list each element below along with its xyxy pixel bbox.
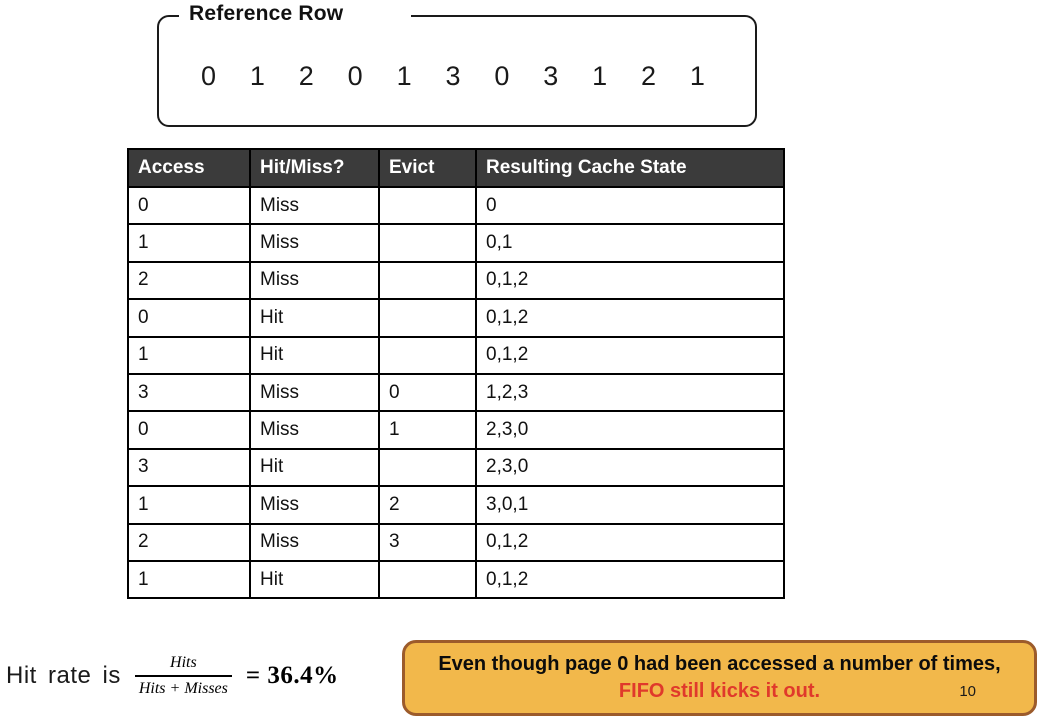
reference-row-title: Reference Row bbox=[179, 2, 412, 26]
table-cell: Miss bbox=[249, 260, 380, 301]
hit-rate-fraction: Hits Hits + Misses bbox=[134, 654, 232, 698]
table-cell: 1 bbox=[127, 559, 251, 600]
table-row: 1 Hit 0,1,2 bbox=[127, 335, 785, 375]
table-cell: 2 bbox=[127, 522, 251, 562]
table-cell: 0 bbox=[127, 410, 251, 450]
table-cell: 2 bbox=[378, 485, 477, 525]
callout-text-black: Even though page 0 had been accessed a n… bbox=[438, 653, 1001, 675]
table-cell: Miss bbox=[249, 185, 380, 226]
reference-value: 3 bbox=[445, 61, 461, 91]
table-row: 2 Miss 0,1,2 bbox=[127, 260, 785, 301]
table-cell bbox=[378, 447, 477, 488]
table-cell: 0,1,2 bbox=[475, 522, 785, 562]
hit-rate-statement: Hit rate is Hits Hits + Misses = 36.4% bbox=[6, 636, 339, 716]
table-cell bbox=[378, 298, 477, 338]
table-cell: Miss bbox=[249, 223, 380, 263]
fraction-bar bbox=[134, 675, 232, 677]
table-cell: Miss bbox=[249, 485, 380, 525]
table-cell: 2,3,0 bbox=[475, 410, 785, 450]
fraction-denominator: Hits + Misses bbox=[138, 680, 228, 697]
table-cell bbox=[378, 335, 477, 375]
column-header-evict: Evict bbox=[378, 148, 477, 188]
table-cell: 3,0,1 bbox=[475, 485, 785, 525]
table-cell: 1 bbox=[127, 485, 251, 525]
reference-value: 1 bbox=[592, 61, 608, 91]
table-cell: 1 bbox=[127, 223, 251, 263]
table-cell bbox=[378, 559, 477, 600]
table-cell bbox=[378, 223, 477, 263]
reference-value: 0 bbox=[494, 61, 510, 91]
table-cell: Miss bbox=[249, 372, 380, 413]
table-row: 1 Miss 2 3,0,1 bbox=[127, 485, 785, 525]
table-cell: 3 bbox=[127, 372, 251, 413]
table-row: 3 Miss 0 1,2,3 bbox=[127, 372, 785, 413]
table-cell: 3 bbox=[127, 447, 251, 488]
table-header-row: Access Hit/Miss? Evict Resulting Cache S… bbox=[127, 148, 785, 188]
fifo-callout-text: Even though page 0 had been accessed a n… bbox=[425, 651, 1014, 705]
table-cell: Hit bbox=[249, 298, 380, 338]
table-row: 1 Hit 0,1,2 bbox=[127, 559, 785, 600]
table-row: 2 Miss 3 0,1,2 bbox=[127, 522, 785, 562]
table-cell: 2 bbox=[127, 260, 251, 301]
table-cell: 0,1,2 bbox=[475, 298, 785, 338]
column-header-cache-state: Resulting Cache State bbox=[475, 148, 785, 188]
column-header-access: Access bbox=[127, 148, 251, 188]
page-number: 10 bbox=[959, 683, 976, 700]
table-row: 0 Miss 1 2,3,0 bbox=[127, 410, 785, 450]
reference-row-box: Reference Row 0 1 2 0 1 3 0 3 1 2 1 bbox=[157, 2, 757, 127]
table-cell: 0 bbox=[378, 372, 477, 413]
reference-value: 2 bbox=[298, 61, 314, 91]
fraction-numerator: Hits bbox=[170, 654, 197, 671]
table-cell: Hit bbox=[249, 559, 380, 600]
reference-value: 1 bbox=[249, 61, 265, 91]
column-header-hit-miss: Hit/Miss? bbox=[249, 148, 380, 188]
table-cell: Miss bbox=[249, 410, 380, 450]
table-cell: 0,1 bbox=[475, 223, 785, 263]
reference-value: 1 bbox=[396, 61, 412, 91]
reference-value: 2 bbox=[641, 61, 657, 91]
table-cell: 0 bbox=[475, 185, 785, 226]
table-cell: Hit bbox=[249, 335, 380, 375]
reference-value: 0 bbox=[347, 61, 363, 91]
table-cell: 2,3,0 bbox=[475, 447, 785, 488]
reference-row-values: 0 1 2 0 1 3 0 3 1 2 1 bbox=[159, 61, 755, 92]
hit-rate-label: Hit rate is bbox=[6, 662, 121, 689]
table-cell: 0 bbox=[127, 185, 251, 226]
table-cell: 1 bbox=[127, 335, 251, 375]
table-cell bbox=[378, 260, 477, 301]
table-row: 3 Hit 2,3,0 bbox=[127, 447, 785, 488]
callout-text-red: FIFO still kicks it out. bbox=[618, 680, 821, 702]
table-cell: 1 bbox=[378, 410, 477, 450]
hit-rate-result: = 36.4% bbox=[245, 662, 339, 689]
table-cell: Hit bbox=[249, 447, 380, 488]
table-row: 0 Miss 0 bbox=[127, 185, 785, 226]
cache-table: Access Hit/Miss? Evict Resulting Cache S… bbox=[127, 148, 785, 600]
table-cell: 3 bbox=[378, 522, 477, 562]
reference-value: 1 bbox=[689, 61, 705, 91]
reference-value: 0 bbox=[201, 61, 217, 91]
table-cell: 0,1,2 bbox=[475, 559, 785, 600]
table-cell: 0 bbox=[127, 298, 251, 338]
table-cell: 0,1,2 bbox=[475, 260, 785, 301]
table-cell bbox=[378, 185, 477, 226]
reference-value: 3 bbox=[543, 61, 559, 91]
table-row: 0 Hit 0,1,2 bbox=[127, 298, 785, 338]
fifo-callout-box: Even though page 0 had been accessed a n… bbox=[402, 640, 1037, 716]
table-cell: Miss bbox=[249, 522, 380, 562]
table-cell: 0,1,2 bbox=[475, 335, 785, 375]
table-row: 1 Miss 0,1 bbox=[127, 223, 785, 263]
table-cell: 1,2,3 bbox=[475, 372, 785, 413]
cache-table-body: 0 Miss 0 1 Miss 0,1 2 Miss 0,1,2 0 Hit 0,1,2 1 Hit 0,1… bbox=[127, 185, 785, 600]
